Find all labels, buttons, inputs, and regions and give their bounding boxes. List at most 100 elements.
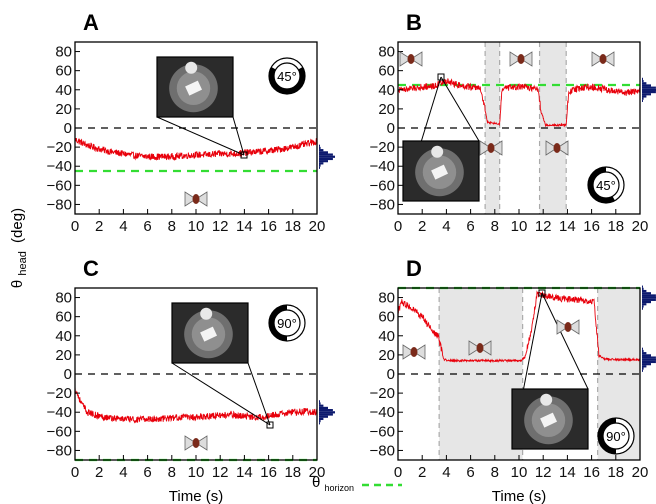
y-axis-label: θ head (deg) [9,208,30,288]
histogram-bar [642,77,643,80]
x-tick-label: 18 [607,218,624,235]
x-tick-label: 12 [212,218,229,235]
y-tick-label: 80 [55,44,72,61]
x-tick-label: 0 [394,218,402,235]
zoom-marker [538,289,546,297]
x-tick-label: 10 [511,218,528,235]
y-tick-label: 40 [378,82,395,99]
x-tick-label: 2 [95,218,103,235]
histogram-bar [319,409,333,412]
histogram-bar [319,422,320,425]
histogram-bar [642,97,644,100]
fly-icon [402,344,426,360]
histogram-bar [642,95,647,98]
y-tick-label: 0 [64,120,72,137]
camera-frame-image [171,302,249,364]
stage-angle-dial: 90° [268,304,306,342]
histogram-bar [642,93,651,96]
histogram-bar [319,157,333,161]
x-tick-label: 6 [143,464,151,481]
y-tick-label: 0 [387,120,395,137]
y-axis-label-unit: (deg) [9,208,26,243]
fly-icon [479,140,503,156]
histogram-bar [642,287,644,290]
y-tick-label: 20 [55,101,72,118]
histogram-bar [319,404,324,407]
y-tick-label: 60 [55,63,72,80]
distribution-histogram [642,77,656,102]
y-tick-label: −20 [47,139,72,156]
x-tick-label: 16 [583,218,600,235]
legend-label-main: θ [312,474,320,491]
histogram-bar [319,402,321,405]
fly-icon [399,51,423,67]
zoom-line [232,116,245,156]
fly-icon [468,340,492,356]
x-tick-label: 20 [309,464,326,481]
histogram-bar [642,300,651,304]
y-tick-label: 60 [55,309,72,326]
y-tick-label: −80 [370,196,395,213]
histogram-bar [319,151,328,154]
y-tick-label: −60 [47,177,72,194]
histogram-bar [319,413,333,416]
y-tick-label: −40 [47,158,72,175]
histogram-bar [319,400,320,403]
histogram-bar [642,352,647,355]
histogram-bar [642,365,647,368]
y-tick-label: 60 [378,63,395,80]
y-tick-label: 20 [55,347,72,364]
histogram-bar [319,166,320,169]
x-tick-label: 18 [284,218,301,235]
fly-icon [545,140,569,156]
x-tick-label: 2 [418,218,426,235]
x-tick-label: 0 [71,464,79,481]
histogram-bar [642,84,651,87]
panel-label: D [406,256,422,281]
histogram-bar [642,90,656,94]
x-tick-label: 16 [583,464,600,481]
x-tick-label: 16 [260,218,277,235]
distribution-histogram [319,400,335,425]
panel-label: A [83,10,99,35]
x-tick-label: 8 [491,218,499,235]
legend: θ horizon [312,474,402,493]
x-tick-label: 8 [168,464,176,481]
x-tick-label: 2 [418,464,426,481]
histogram-bar [319,149,324,152]
zoom-line [171,362,271,426]
histogram-bar [319,162,324,165]
x-tick-label: 4 [119,218,127,235]
x-tick-label: 8 [168,218,176,235]
zoom-line [247,362,271,426]
histogram-bar [319,144,320,147]
x-tick-label: 0 [71,218,79,235]
zoom-marker [266,421,274,429]
distribution-histogram [319,144,335,169]
x-tick-label: 14 [236,464,253,481]
fly-icon [509,51,533,67]
histogram-bar [642,86,656,89]
histogram-bar [642,99,643,102]
svg-text:θ head (deg): θ head (deg) [9,208,30,288]
y-tick-label: −60 [370,177,395,194]
x-tick-label: 4 [119,464,127,481]
y-tick-label: 40 [55,328,72,345]
y-axis-label-main: θ [9,280,26,288]
x-tick-label: 14 [559,464,576,481]
y-tick-label: −80 [47,442,72,459]
x-tick-label: 6 [466,218,474,235]
x-tick-label: 10 [188,464,205,481]
stage-angle-label: 90° [277,316,297,331]
x-tick-label: 12 [535,464,552,481]
zoom-marker [437,73,445,81]
histogram-bar [642,303,647,306]
series-line [397,78,641,128]
x-tick-label: 2 [95,464,103,481]
x-tick-label: 20 [309,218,326,235]
x-tick-label: 4 [442,218,450,235]
x-tick-label: 12 [535,218,552,235]
histogram-bar [642,82,647,85]
